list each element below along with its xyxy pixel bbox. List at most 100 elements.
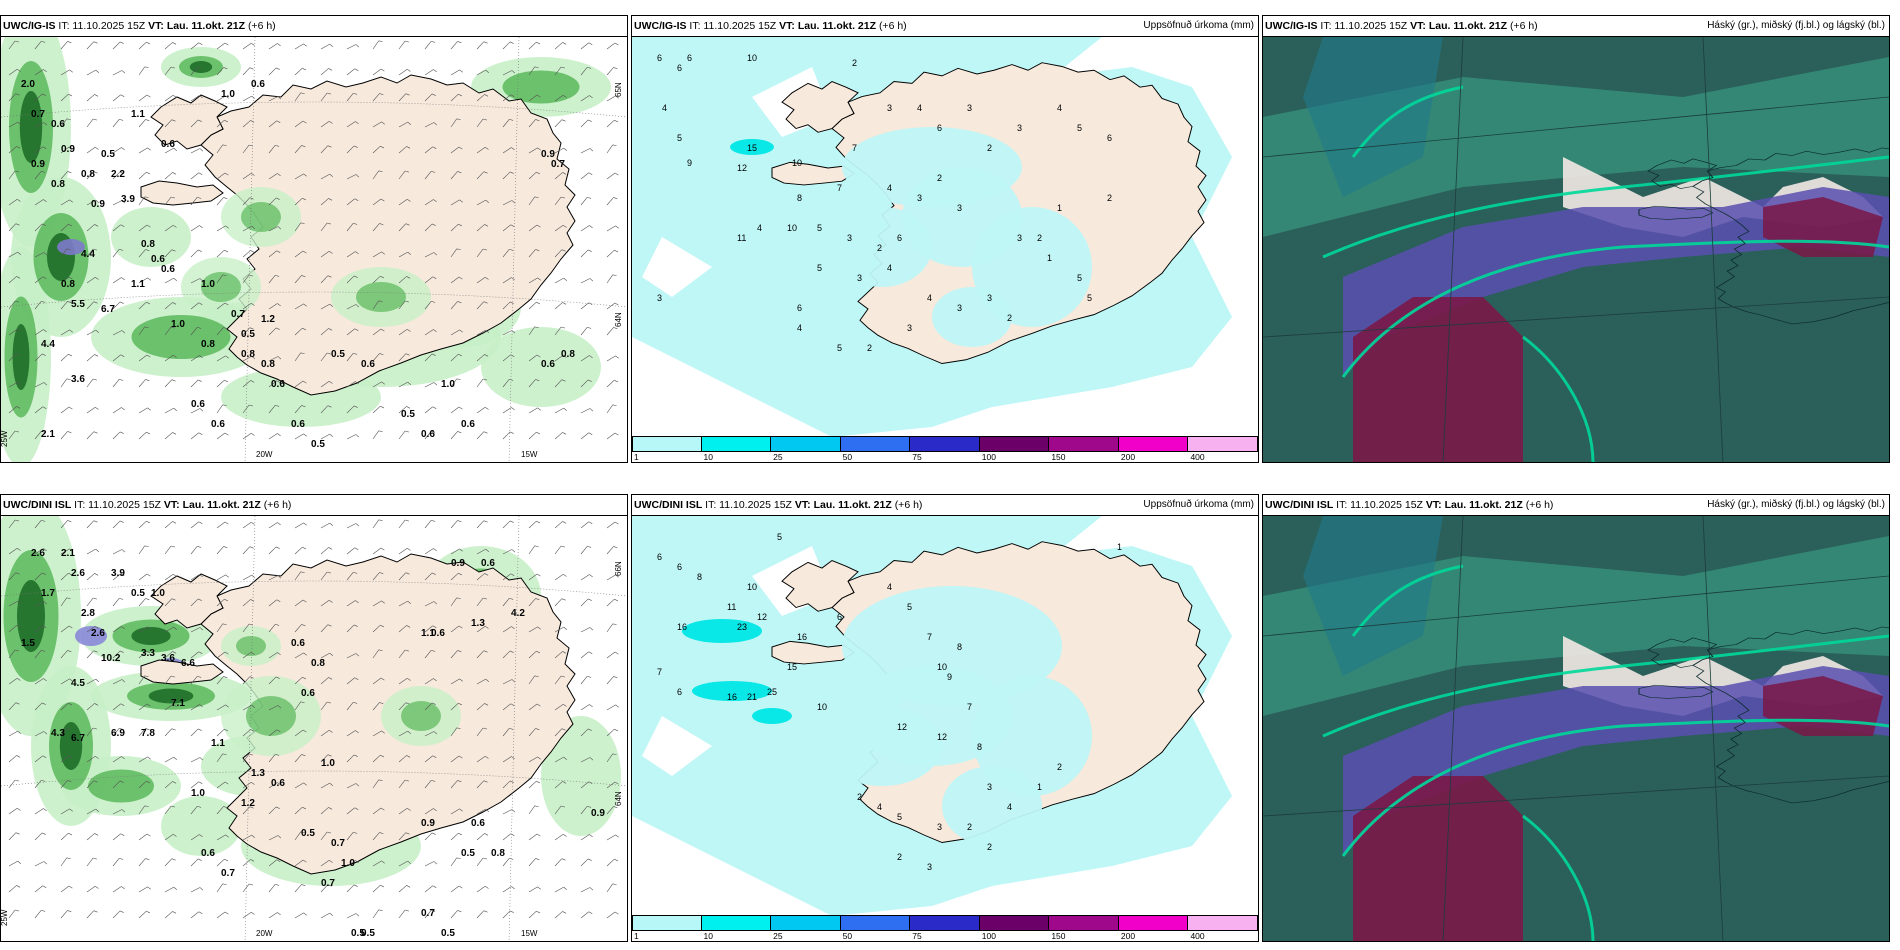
precip-value-label: 0.6 [431, 628, 445, 639]
accum-value-label: 2 [937, 173, 942, 183]
precip-value-label: 0.9 [591, 808, 605, 819]
colorbar-tick-label: 10 [703, 452, 714, 462]
colorbar-swatch [771, 915, 841, 931]
accum-value-label: 3 [657, 293, 662, 303]
accum-value-label: 8 [977, 742, 982, 752]
precip-value-label: 1.3 [471, 618, 485, 629]
precip-value-label: 4.2 [511, 608, 525, 619]
accum-value-label: 5 [777, 532, 782, 542]
accum-value-label: 4 [1007, 802, 1012, 812]
lead-time: (+6 h) [894, 499, 923, 511]
accum-value-label: 23 [737, 622, 747, 632]
accum-value-label: 16 [727, 692, 737, 702]
precip-value-label: 0.7 [321, 878, 335, 889]
colorbar-swatch [632, 436, 702, 452]
precip-value-label: 0.6 [161, 264, 175, 275]
accum-value-label: 6 [837, 612, 842, 622]
precip-value-label: 1.1 [131, 109, 145, 120]
accum-value-label: 3 [907, 323, 912, 333]
accum-value-label: 10 [747, 582, 757, 592]
accum-value-label: 3 [957, 203, 962, 213]
longitude-label: 15W [521, 450, 538, 459]
valid-time: Lau. 11.okt. 21Z [1444, 499, 1523, 511]
accum-value-label: 5 [677, 133, 682, 143]
panel-accum-ig-is: UWC/IG-IS IT: 11.10.2025 15Z VT: Lau. 11… [631, 15, 1259, 463]
precip-value-label: 0.6 [461, 419, 475, 430]
accum-value-label: 2 [1107, 193, 1112, 203]
precip-value-label: 4.4 [81, 249, 95, 260]
colorbar-swatch [701, 436, 772, 452]
precip-value-label: 1.0 [151, 588, 165, 599]
accum-value-label: 3 [987, 293, 992, 303]
colorbar-tick-label: 100 [981, 452, 996, 462]
accum-value-label: 25 [767, 687, 777, 697]
panel-header: UWC/DINI ISL IT: 11.10.2025 15Z VT: Lau.… [632, 495, 1258, 515]
accum-value-label: 7 [967, 702, 972, 712]
precip-value-label: 0.8 [81, 169, 95, 180]
precip-value-label: 6.7 [101, 304, 115, 315]
valid-prefix: VT: [1410, 20, 1426, 32]
accum-value-label: 7 [657, 667, 662, 677]
accum-value-label: 6 [677, 63, 682, 73]
accum-value-label: 3 [887, 103, 892, 113]
longitude-label: 25W [1, 909, 9, 926]
accum-value-label: 2 [857, 792, 862, 802]
model-name: UWC/DINI ISL [1265, 499, 1334, 511]
panel-field-title: Uppsöfnuð úrkoma (mm) [1143, 20, 1254, 31]
colorbar-tick-label: 25 [773, 931, 783, 941]
precip-value-label: 4.3 [51, 728, 65, 739]
precip-value-label: 0.5 [441, 928, 455, 939]
precip-value-label: 0.6 [151, 254, 165, 265]
accum-value-label: 4 [662, 103, 667, 113]
precip-value-label: 0.5 [101, 149, 115, 160]
accum-value-label: 7 [837, 183, 842, 193]
precip-value-label: 3.6 [71, 374, 85, 385]
accum-value-label: 5 [817, 263, 822, 273]
precip-value-label: 0.8 [311, 658, 325, 669]
init-time: IT: 11.10.2025 15Z [74, 499, 161, 511]
precip-value-label: 1.0 [191, 788, 205, 799]
precip-value-label: 1.1 [211, 738, 225, 749]
accum-value-label: 11 [727, 602, 736, 612]
colorbar-swatch [1049, 915, 1119, 931]
colorbar-tick-label: 400 [1190, 452, 1205, 462]
precip-value-label: 1.0 [221, 89, 235, 100]
accum-value-label: 6 [897, 233, 902, 243]
accum-value-label: 3 [937, 822, 942, 832]
map-area [1263, 515, 1889, 941]
accum-value-label: 4 [887, 183, 892, 193]
accum-value-label: 8 [797, 193, 802, 203]
cloud-cover-map [1263, 37, 1889, 462]
colorbar-tick-label: 100 [981, 931, 996, 941]
accum-value-label: 10 [787, 223, 797, 233]
precip-value-label: 2.1 [61, 548, 75, 559]
precip-value-label: 0.8 [491, 848, 505, 859]
model-name: UWC/DINI ISL [3, 499, 72, 511]
accum-value-label: 2 [877, 243, 882, 253]
valid-prefix: VT: [1425, 499, 1442, 511]
init-time: IT: 11.10.2025 15Z [58, 20, 146, 32]
accum-value-label: 21 [747, 692, 757, 702]
precip-value-label: 10.2 [101, 653, 121, 664]
valid-prefix: VT: [779, 20, 795, 32]
accum-value-label: 5 [1087, 293, 1092, 303]
valid-time: Lau. 11.okt. 21Z [166, 20, 246, 32]
colorbar-tick-label: 1 [634, 931, 639, 941]
map-area: 2.0 0.7 0.6 0.9 0.9 0.8 0.8 0.5 2.2 0.9 3.9 0.6 0.8 5… [1, 36, 627, 462]
precip-value-label: 0.6 [161, 139, 175, 150]
lead-time: (+6 h) [1509, 20, 1538, 32]
accum-value-label: 10 [792, 158, 802, 168]
colorbar-swatch [771, 436, 841, 452]
latitude-label: 65N [614, 82, 623, 97]
precip-value-label: 0.9 [541, 149, 555, 160]
precip-value-label: 1.0 [321, 758, 335, 769]
accum-value-label: 2 [987, 842, 992, 852]
map-area: 2.6 2.1 2.6 3.9 0.5 1.0 1.7 2.8 1.5 2.6 10.2 3.3 3.6… [1, 515, 627, 941]
accum-value-label: 4 [797, 323, 802, 333]
precip-value-label: 0.6 [191, 399, 205, 410]
precip-value-label: 6.9 [111, 728, 125, 739]
precip-value-label: 1.2 [261, 314, 275, 325]
valid-time: Lau. 11.okt. 21Z [813, 499, 892, 511]
accum-value-label: 6 [677, 562, 682, 572]
precip-value-label: 0.9 [451, 558, 465, 569]
